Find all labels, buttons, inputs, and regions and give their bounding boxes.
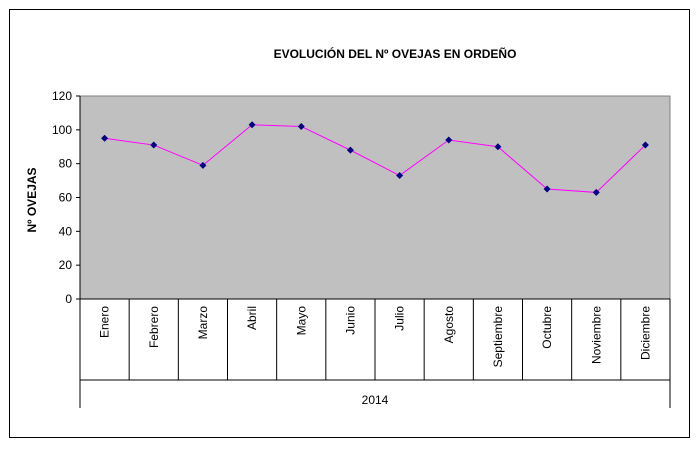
y-tick-label: 100 bbox=[52, 123, 72, 137]
data-point bbox=[297, 122, 305, 130]
x-tick-label: Agosto bbox=[442, 306, 456, 344]
data-point bbox=[248, 121, 256, 129]
y-tick-label: 40 bbox=[59, 224, 73, 238]
chart-title: EVOLUCIÓN DEL Nº OVEJAS EN ORDEÑO bbox=[274, 46, 517, 61]
x-tick-label: Junio bbox=[343, 306, 357, 335]
data-point bbox=[199, 161, 207, 169]
x-tick-label: Diciembre bbox=[638, 306, 652, 360]
x-group-label: 2014 bbox=[362, 393, 389, 407]
data-point bbox=[641, 141, 649, 149]
data-point bbox=[396, 172, 404, 180]
y-tick-label: 80 bbox=[59, 157, 73, 171]
x-tick-label: Marzo bbox=[196, 306, 210, 340]
x-tick-label: Abril bbox=[245, 306, 259, 330]
x-tick-label: Septiembre bbox=[491, 306, 505, 368]
x-tick-label: Enero bbox=[98, 306, 112, 338]
y-tick-label: 20 bbox=[59, 258, 73, 272]
data-point bbox=[592, 188, 600, 196]
y-axis-label: Nº OVEJAS bbox=[25, 167, 39, 232]
x-tick-label: Febrero bbox=[147, 306, 161, 348]
plot-area bbox=[79, 95, 671, 300]
y-tick-label: 0 bbox=[65, 292, 72, 306]
data-point bbox=[101, 134, 109, 142]
x-tick-label: Octubre bbox=[540, 306, 554, 349]
x-tick-label: Mayo bbox=[294, 306, 308, 336]
y-tick-label: 60 bbox=[59, 191, 73, 205]
data-point bbox=[543, 185, 551, 193]
x-tick-label: Julio bbox=[393, 306, 407, 331]
data-point bbox=[150, 141, 158, 149]
data-point bbox=[346, 146, 354, 154]
y-tick-label: 120 bbox=[52, 89, 72, 103]
x-tick-label: Noviembre bbox=[589, 306, 603, 364]
data-point bbox=[494, 143, 502, 151]
data-point bbox=[445, 136, 453, 144]
data-line bbox=[104, 124, 646, 193]
